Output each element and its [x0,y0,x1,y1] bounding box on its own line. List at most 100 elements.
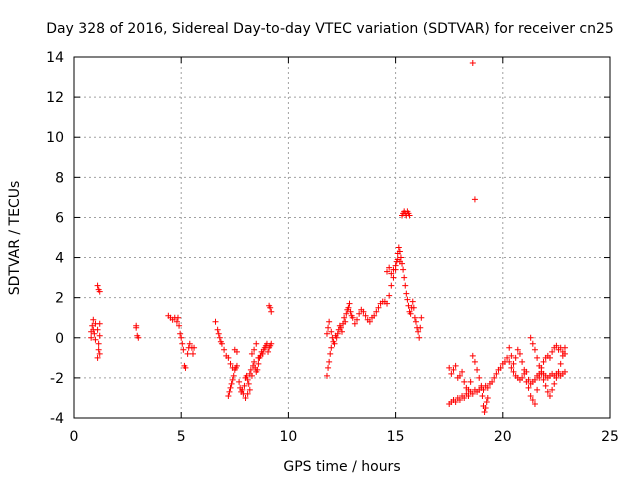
data-point [396,248,403,255]
grid-lines [74,57,610,418]
data-point [476,374,483,381]
data-point [248,372,255,379]
data-point [179,340,186,347]
chart-title: Day 328 of 2016, Sidereal Day-to-day VTE… [46,21,614,37]
data-point [323,372,330,379]
data-point [186,340,193,347]
data-point [390,266,397,273]
data-point [343,310,350,317]
data-point [544,388,551,395]
data-point [450,366,457,373]
data-point [226,388,233,395]
data-point [371,312,378,319]
data-point [478,382,485,389]
data-point [540,376,547,383]
data-point [337,324,344,331]
data-point [555,370,562,377]
data-point [328,344,335,351]
data-point [531,400,538,407]
data-point [546,392,553,399]
data-points [88,60,568,415]
data-point [94,282,101,289]
data-point [384,268,391,275]
data-point [259,350,266,357]
data-point [549,386,556,393]
data-point [366,318,373,325]
data-point [519,374,526,381]
data-point [536,362,543,369]
y-tick-label: 10 [46,130,64,146]
data-point [452,398,459,405]
data-point [516,350,523,357]
data-point [218,340,225,347]
data-point [469,352,476,359]
data-point [88,334,95,341]
data-point [510,368,517,375]
data-point [407,310,414,317]
data-point [244,390,251,397]
data-point [388,270,395,277]
data-point [351,320,358,327]
data-point [255,354,262,361]
data-point [404,296,411,303]
y-tick-label: -4 [50,411,64,427]
data-point [531,376,538,383]
data-point [553,342,560,349]
data-point [241,382,248,389]
y-tick-label: 12 [46,90,64,106]
data-point [469,390,476,397]
data-point [89,322,96,329]
data-point [327,350,334,357]
data-point [418,314,425,321]
data-point [465,386,472,393]
data-point [360,308,367,315]
data-point [534,386,541,393]
data-point [390,274,397,281]
data-point [233,362,240,369]
data-point [491,374,498,381]
data-point [410,304,417,311]
data-point [214,326,221,333]
data-point [512,354,519,361]
data-point [230,372,237,379]
y-tick-label: 0 [55,331,64,347]
data-point [483,398,490,405]
y-tick-label: 14 [46,50,64,66]
y-tick-label: 2 [55,291,64,307]
data-point [396,258,403,265]
y-axis-label: SDTVAR / TECUs [7,181,23,296]
data-point [504,354,511,361]
x-tick-label: 0 [70,429,79,445]
data-point [248,350,255,357]
data-point [96,332,103,339]
data-point [354,316,361,323]
data-point [549,348,556,355]
data-point [456,372,463,379]
data-point [228,380,235,387]
data-point [506,358,513,365]
data-point [347,308,354,315]
data-point [411,314,418,321]
data-point [409,298,416,305]
data-point [521,366,528,373]
data-point [465,392,472,399]
data-point [452,362,459,369]
data-point [268,340,275,347]
x-tick-label: 15 [387,429,405,445]
data-point [349,314,356,321]
data-point [480,386,487,393]
data-point [534,354,541,361]
data-point [448,370,455,377]
data-point [246,386,253,393]
data-point [225,354,232,361]
data-point [227,360,234,367]
data-point [506,344,513,351]
data-point [373,308,380,315]
data-point [510,360,517,367]
data-point [416,334,423,341]
data-point [557,360,564,367]
data-point [395,244,402,251]
data-point [328,328,335,335]
data-point [255,360,262,367]
